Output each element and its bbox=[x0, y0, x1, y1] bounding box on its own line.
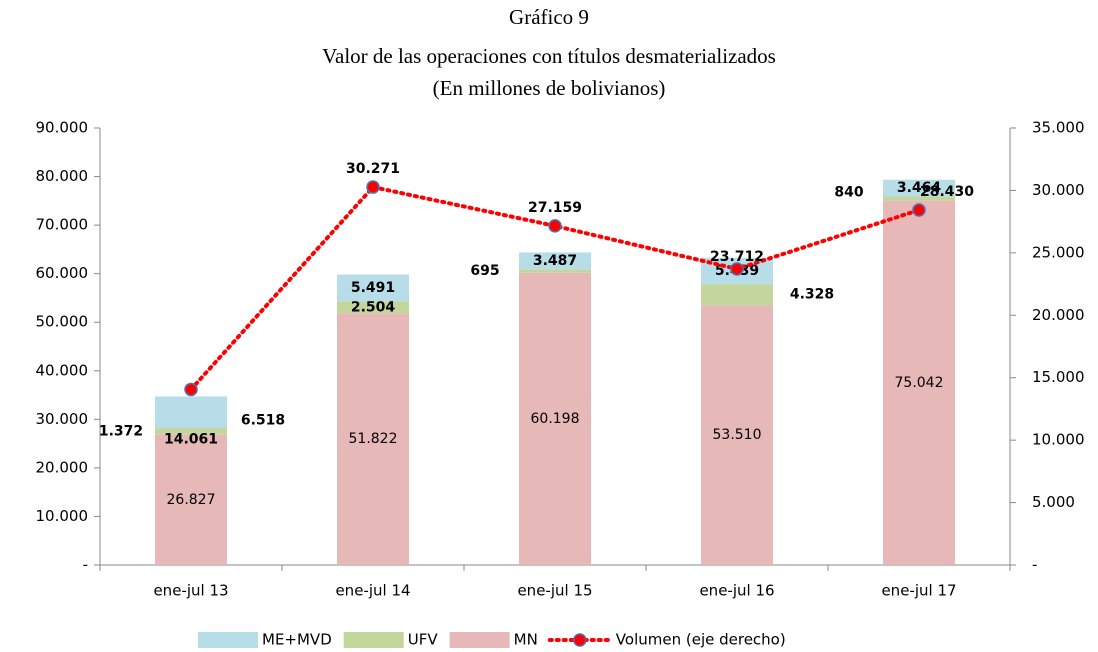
data-label: 3.464 bbox=[897, 180, 942, 196]
data-label: 27.159 bbox=[528, 200, 582, 216]
y-tick-label: 20.000 bbox=[36, 458, 89, 476]
bar-segment bbox=[155, 434, 227, 565]
x-tick-label: ene-jul 17 bbox=[881, 582, 956, 600]
legend-swatch bbox=[449, 632, 510, 648]
y2-tick-label: 10.000 bbox=[1032, 431, 1085, 449]
x-tick-label: ene-jul 16 bbox=[699, 582, 774, 600]
data-label: 4.328 bbox=[790, 287, 834, 303]
data-label: 60.198 bbox=[531, 411, 580, 427]
bar-segment bbox=[883, 196, 955, 201]
legend-label: ME+MVD bbox=[262, 631, 332, 649]
data-label: 14.061 bbox=[164, 431, 218, 447]
data-label: 53.510 bbox=[713, 427, 762, 443]
bar-segment bbox=[701, 305, 773, 565]
y2-tick-label: 35.000 bbox=[1032, 119, 1085, 137]
data-label: 75.042 bbox=[895, 375, 944, 391]
x-tick-label: ene-jul 13 bbox=[153, 582, 228, 600]
legend-label: UFV bbox=[408, 631, 439, 649]
y-tick-label: 40.000 bbox=[36, 361, 89, 379]
x-tick-label: ene-jul 14 bbox=[335, 582, 410, 600]
data-label: 1.372 bbox=[99, 423, 143, 439]
line-marker bbox=[912, 203, 926, 217]
y2-tick-label: 25.000 bbox=[1032, 243, 1085, 261]
data-label: 5.491 bbox=[351, 280, 395, 296]
line-marker bbox=[548, 219, 562, 233]
bar-segment bbox=[883, 200, 955, 565]
bar-segment bbox=[519, 252, 591, 270]
line-marker bbox=[730, 262, 744, 276]
bar-segment bbox=[337, 301, 409, 314]
y-tick-label: 50.000 bbox=[36, 313, 89, 331]
chart-title: (En millones de bolivianos) bbox=[433, 76, 666, 100]
y2-tick-label: 15.000 bbox=[1032, 368, 1085, 386]
y-tick-label: 90.000 bbox=[36, 119, 89, 137]
y2-tick-label: - bbox=[1032, 556, 1037, 574]
bar-segment bbox=[519, 272, 591, 565]
data-label: 695 bbox=[470, 263, 499, 279]
data-label: 51.822 bbox=[349, 431, 398, 447]
y2-tick-label: 30.000 bbox=[1032, 181, 1085, 199]
legend-label: MN bbox=[514, 631, 538, 649]
data-label: 2.504 bbox=[351, 299, 396, 315]
bar-segment bbox=[337, 313, 409, 565]
line-marker bbox=[366, 180, 380, 194]
data-label: 28.430 bbox=[920, 184, 974, 200]
bar-segment bbox=[519, 269, 591, 273]
chart-title: Valor de las operaciones con títulos des… bbox=[322, 44, 776, 68]
data-label: 6.518 bbox=[241, 412, 285, 428]
bar-segment bbox=[155, 396, 227, 429]
legend-swatch bbox=[573, 633, 587, 647]
y-tick-label: 80.000 bbox=[36, 167, 89, 185]
y-tick-label: 60.000 bbox=[36, 264, 89, 282]
y2-tick-label: 5.000 bbox=[1032, 493, 1075, 511]
y2-tick-label: 20.000 bbox=[1032, 306, 1085, 324]
bar-segment bbox=[701, 284, 773, 306]
bar-segment bbox=[883, 179, 955, 197]
data-label: 840 bbox=[834, 185, 863, 201]
data-label: 26.827 bbox=[167, 492, 216, 508]
y-tick-label: 30.000 bbox=[36, 410, 89, 428]
legend-swatch bbox=[198, 632, 258, 648]
data-label: 30.271 bbox=[346, 161, 400, 177]
y-tick-label: - bbox=[83, 556, 88, 574]
line-marker bbox=[184, 382, 198, 397]
x-tick-label: ene-jul 15 bbox=[517, 582, 592, 600]
data-label: 23.712 bbox=[710, 249, 764, 265]
legend-swatch bbox=[343, 632, 404, 648]
bar-segment bbox=[337, 274, 409, 302]
legend-label: Volumen (eje derecho) bbox=[616, 631, 786, 649]
data-label: 3.487 bbox=[533, 253, 577, 269]
bar-segment bbox=[155, 428, 227, 435]
y-tick-label: 10.000 bbox=[36, 507, 89, 525]
chart-title: Gráfico 9 bbox=[509, 5, 589, 29]
y-tick-label: 70.000 bbox=[36, 216, 89, 234]
